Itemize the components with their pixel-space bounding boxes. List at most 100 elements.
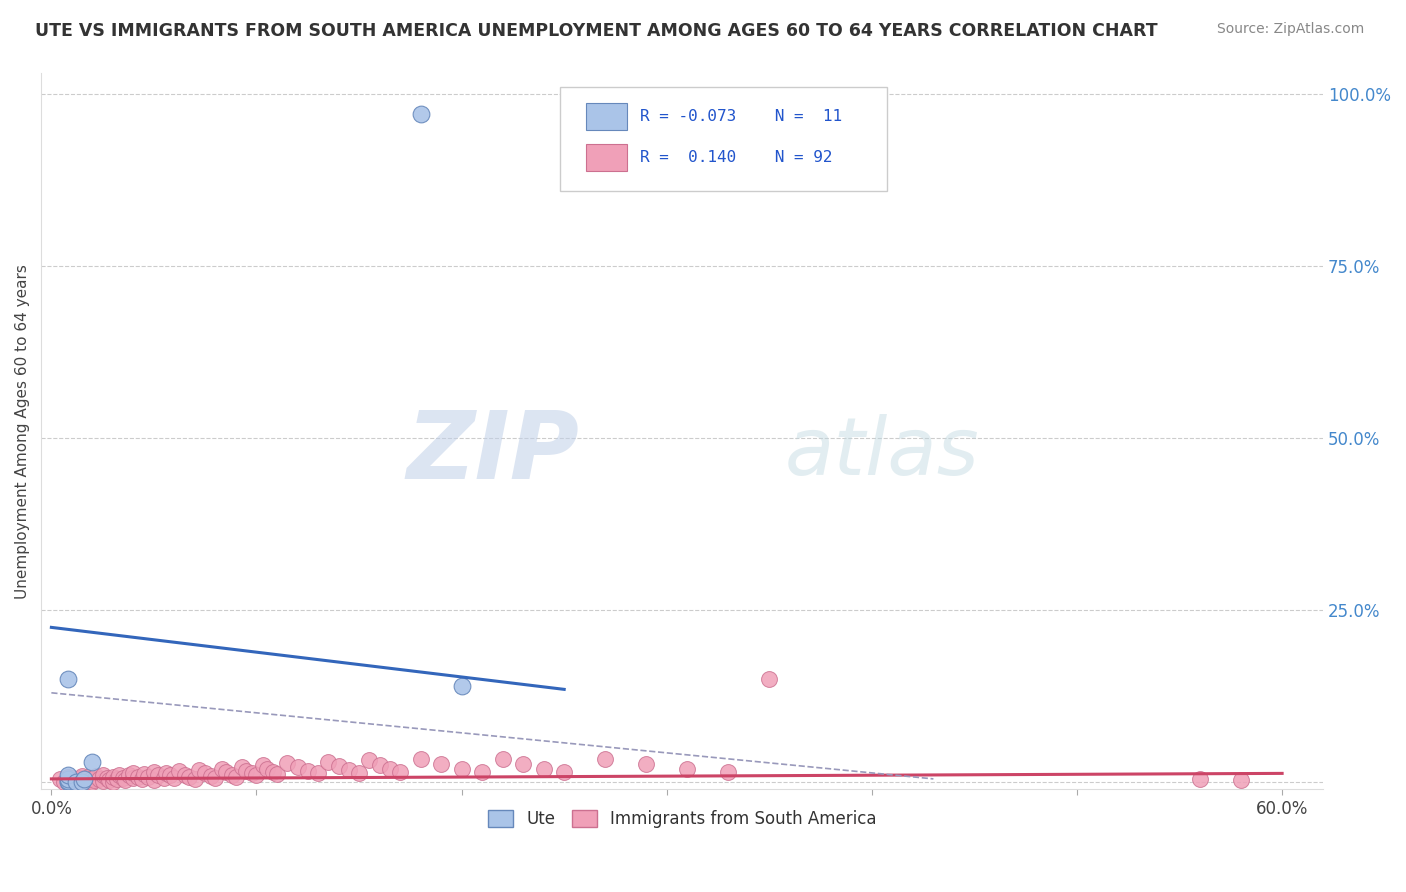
Point xyxy=(211,762,233,776)
Legend: Ute, Immigrants from South America: Ute, Immigrants from South America xyxy=(481,803,883,835)
Point xyxy=(307,766,329,780)
Point xyxy=(1189,772,1212,786)
Point xyxy=(142,764,165,779)
Bar xyxy=(586,144,627,171)
Point xyxy=(56,773,79,788)
Bar xyxy=(586,103,627,130)
Point xyxy=(136,770,159,784)
Y-axis label: Unemployment Among Ages 60 to 64 years: Unemployment Among Ages 60 to 64 years xyxy=(15,264,30,599)
Point xyxy=(177,770,200,784)
Point xyxy=(287,760,309,774)
Point xyxy=(70,773,93,788)
Point xyxy=(108,768,131,782)
Point xyxy=(316,755,339,769)
Point xyxy=(347,765,370,780)
Text: ZIP: ZIP xyxy=(406,407,579,499)
FancyBboxPatch shape xyxy=(561,87,887,191)
Point xyxy=(69,771,91,785)
Point xyxy=(52,775,75,789)
Point xyxy=(48,772,70,786)
Point xyxy=(221,768,243,782)
Text: UTE VS IMMIGRANTS FROM SOUTH AMERICA UNEMPLOYMENT AMONG AGES 60 TO 64 YEARS CORR: UTE VS IMMIGRANTS FROM SOUTH AMERICA UNE… xyxy=(35,22,1157,40)
Point xyxy=(101,770,124,784)
Point xyxy=(676,762,699,776)
Point xyxy=(262,764,284,779)
Text: R =  0.140    N = 92: R = 0.140 N = 92 xyxy=(640,150,832,165)
Point xyxy=(122,771,145,785)
Point xyxy=(337,763,360,777)
Point xyxy=(225,770,247,784)
Text: atlas: atlas xyxy=(785,414,980,491)
Point xyxy=(409,752,432,766)
Point xyxy=(56,772,79,786)
Point xyxy=(132,767,155,781)
Point xyxy=(56,775,79,789)
Point xyxy=(114,773,136,788)
Point xyxy=(112,771,135,785)
Point xyxy=(430,757,453,772)
Point xyxy=(167,764,190,779)
Point xyxy=(359,753,381,767)
Point xyxy=(65,775,87,789)
Point xyxy=(215,764,238,779)
Point xyxy=(146,768,169,782)
Point xyxy=(153,771,176,785)
Point xyxy=(83,773,105,788)
Point xyxy=(173,768,195,782)
Point xyxy=(70,775,93,789)
Point xyxy=(73,772,96,786)
Point xyxy=(142,772,165,787)
Point xyxy=(73,772,96,786)
Point xyxy=(159,768,181,782)
Point xyxy=(87,772,110,786)
Point xyxy=(409,107,432,121)
Point xyxy=(82,775,104,789)
Point xyxy=(194,766,217,780)
Point xyxy=(56,672,79,686)
Point xyxy=(378,762,401,776)
Point xyxy=(67,774,90,789)
Point xyxy=(122,766,145,780)
Point xyxy=(82,755,104,769)
Point xyxy=(60,775,83,789)
Point xyxy=(97,773,120,788)
Point xyxy=(184,772,207,786)
Point xyxy=(65,772,87,787)
Text: Source: ZipAtlas.com: Source: ZipAtlas.com xyxy=(1216,22,1364,37)
Point xyxy=(231,760,253,774)
Point xyxy=(60,771,83,785)
Point xyxy=(276,756,298,770)
Point xyxy=(252,758,274,772)
Point xyxy=(91,768,114,782)
Point xyxy=(75,774,97,789)
Point xyxy=(70,769,93,783)
Point xyxy=(512,757,534,772)
Point xyxy=(105,772,128,786)
Point xyxy=(242,766,264,780)
Point xyxy=(82,771,104,785)
Point xyxy=(79,772,101,787)
Point xyxy=(59,774,82,789)
Point xyxy=(389,764,412,779)
Point xyxy=(450,762,472,776)
Point xyxy=(101,774,124,789)
Point xyxy=(491,752,513,766)
Point xyxy=(56,768,79,782)
Point xyxy=(245,768,267,782)
Point xyxy=(204,771,226,785)
Point xyxy=(297,764,319,778)
Point xyxy=(118,768,141,782)
Point xyxy=(163,771,186,785)
Point xyxy=(256,762,278,776)
Text: R = -0.073    N =  11: R = -0.073 N = 11 xyxy=(640,109,842,124)
Point xyxy=(471,764,494,779)
Point xyxy=(593,752,616,766)
Point xyxy=(56,770,79,784)
Point xyxy=(533,762,555,776)
Point xyxy=(200,769,222,783)
Point xyxy=(235,764,257,778)
Point xyxy=(77,770,100,784)
Point xyxy=(553,764,575,779)
Point xyxy=(636,757,658,772)
Point xyxy=(155,765,177,780)
